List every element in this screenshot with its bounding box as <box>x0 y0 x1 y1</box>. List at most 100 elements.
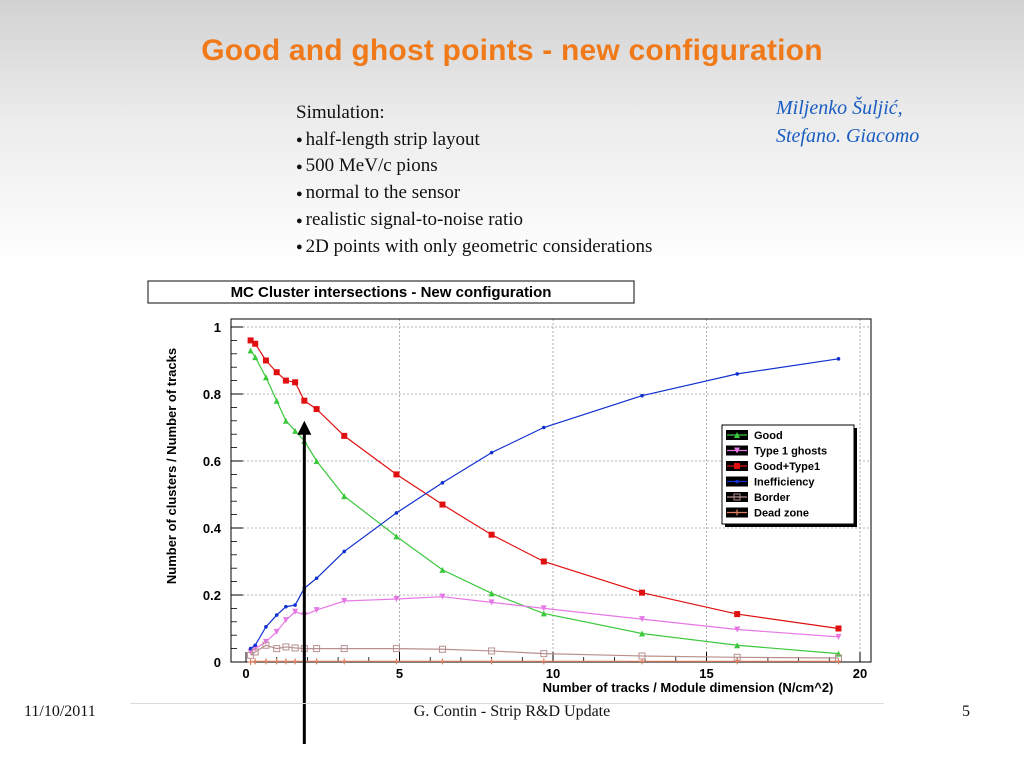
data-point <box>313 458 320 464</box>
legend-label: Good+Type1 <box>754 461 820 473</box>
data-point <box>734 626 741 633</box>
data-point <box>488 590 495 597</box>
authors: Miljenko Šuljić, Stefano. Giacomo <box>776 94 919 150</box>
data-point <box>247 347 254 354</box>
bullet-item: ● realistic signal-to-noise ratio <box>296 207 652 234</box>
bullet-icon: ● <box>296 160 303 173</box>
data-point <box>313 658 320 665</box>
series-line <box>250 339 839 630</box>
data-point <box>734 642 741 649</box>
y-tick-label: 0.4 <box>203 521 222 536</box>
data-point <box>341 658 348 665</box>
data-point <box>264 625 268 629</box>
series-inefficiency <box>248 357 841 651</box>
bullet-icon: ● <box>296 214 303 227</box>
arrow-head <box>297 420 312 435</box>
data-point <box>341 493 348 500</box>
data-point <box>273 628 280 635</box>
data-point <box>835 658 842 665</box>
y-tick-label: 1 <box>214 320 221 335</box>
data-point <box>735 372 739 376</box>
bullet-icon: ● <box>296 241 303 254</box>
bullet-item: ● 2D points with only geometric considera… <box>296 234 652 261</box>
bullet-text: half-length strip layout <box>305 128 480 150</box>
data-point <box>734 658 741 665</box>
data-point <box>540 558 547 565</box>
data-point <box>262 374 269 381</box>
bullet-text: normal to the sensor <box>305 182 461 204</box>
series-line <box>250 644 839 659</box>
series-layer <box>247 337 843 665</box>
simulation-heading: Simulation: <box>296 102 385 123</box>
data-point <box>393 596 400 603</box>
data-point <box>262 658 269 665</box>
data-point <box>314 576 319 581</box>
data-point <box>488 531 495 538</box>
page-number: 5 <box>962 703 970 720</box>
data-point <box>393 533 400 540</box>
bullet-item: ● normal to the sensor <box>296 180 652 207</box>
data-point <box>282 617 289 624</box>
data-point <box>488 599 495 606</box>
data-point <box>252 340 259 347</box>
data-point <box>273 645 281 653</box>
legend-label: Border <box>754 492 791 504</box>
data-point <box>393 471 400 478</box>
data-point <box>273 658 280 665</box>
legend-label: Inefficiency <box>754 477 815 489</box>
data-point <box>262 357 269 364</box>
x-tick-label: 15 <box>699 666 713 681</box>
data-point <box>292 608 299 615</box>
series-line <box>250 596 839 653</box>
data-point <box>392 645 400 653</box>
data-point <box>262 641 270 649</box>
plot-frame <box>230 318 872 663</box>
bullet-icon: ● <box>296 133 303 146</box>
footer-divider <box>130 703 884 704</box>
data-point <box>282 377 289 384</box>
data-point <box>252 658 259 665</box>
bullet-text: 2D points with only geometric considerat… <box>305 236 653 258</box>
series-line <box>250 350 839 655</box>
author-line: Miljenko Šuljić, <box>776 97 903 119</box>
annotation-arrow <box>297 420 312 744</box>
data-point <box>540 610 547 617</box>
axis-ticks: 0 5 10 15 20 0 0.2 0.4 0.6 0.8 1 <box>203 320 867 681</box>
bullet-text: 500 MeV/c pions <box>305 155 438 177</box>
data-point <box>342 549 347 554</box>
legend-label: Dead zone <box>754 508 809 520</box>
data-point <box>284 604 288 609</box>
data-point <box>639 658 646 665</box>
x-tick-label: 5 <box>396 666 403 681</box>
data-point <box>640 393 644 398</box>
data-point <box>734 611 741 618</box>
data-point <box>292 658 299 665</box>
data-point <box>394 511 399 515</box>
legend-marker <box>735 479 739 484</box>
data-point <box>489 450 494 455</box>
data-point <box>393 658 400 665</box>
series-dead-zone <box>247 658 842 665</box>
data-point <box>251 648 259 656</box>
series-good-type1 <box>247 337 842 632</box>
legend-marker <box>734 447 740 454</box>
series-type-1-ghosts <box>247 593 842 655</box>
data-point <box>273 397 280 404</box>
data-point <box>282 417 289 424</box>
legend-marker <box>734 432 740 438</box>
data-point <box>835 633 842 640</box>
y-tick-label: 0 <box>214 655 221 670</box>
data-point <box>836 357 841 361</box>
data-point <box>293 603 297 607</box>
legend-marker <box>734 509 740 516</box>
data-point <box>439 658 446 665</box>
footer-title: G. Contin - Strip R&D Update <box>413 703 611 720</box>
data-point <box>341 432 348 439</box>
chart-title-box <box>147 280 635 304</box>
data-point <box>313 645 321 653</box>
chart-title: MC Cluster intersections - New configura… <box>231 284 552 301</box>
data-point <box>439 566 446 573</box>
data-point <box>540 605 547 612</box>
data-point <box>835 625 842 632</box>
data-point <box>252 354 259 361</box>
